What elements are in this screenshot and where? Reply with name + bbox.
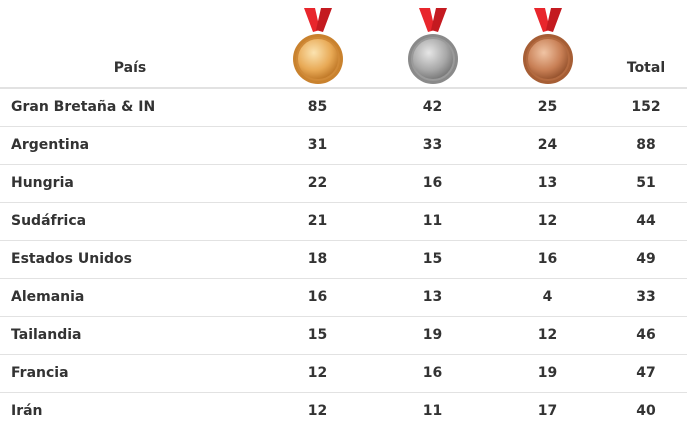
silver-cell: 11 bbox=[422, 403, 443, 420]
total-cell: 152 bbox=[631, 99, 661, 116]
silver-cell: 19 bbox=[422, 327, 443, 343]
total-cell: 47 bbox=[636, 365, 656, 381]
table-row: Alemania 16 13 4 33 bbox=[0, 278, 687, 316]
total-cell: 40 bbox=[636, 403, 656, 420]
country-cell: Gran Bretaña & IN bbox=[11, 99, 156, 116]
silver-cell: 11 bbox=[422, 213, 443, 229]
gold-cell: 15 bbox=[307, 327, 328, 343]
gold-cell: 12 bbox=[307, 403, 328, 420]
bronze-cell: 25 bbox=[537, 99, 558, 116]
gold-cell: 18 bbox=[307, 251, 328, 267]
gold-header bbox=[260, 0, 375, 89]
country-cell: Tailandia bbox=[11, 327, 82, 343]
table-row: Irán 12 11 17 40 bbox=[0, 392, 687, 430]
table-header: País bbox=[0, 0, 687, 89]
total-cell: 51 bbox=[636, 175, 656, 191]
table-row: Argentina 31 33 24 88 bbox=[0, 126, 687, 164]
table-row: Tailandia 15 19 12 46 bbox=[0, 316, 687, 354]
table-body: Gran Bretaña & IN 85 42 25 152 Argentina 31 33 2… bbox=[0, 88, 687, 430]
country-cell: Irán bbox=[11, 403, 43, 420]
silver-cell: 33 bbox=[422, 137, 443, 153]
bronze-header bbox=[490, 0, 605, 89]
country-cell: Francia bbox=[11, 365, 69, 381]
table-row: Francia 12 16 19 47 bbox=[0, 354, 687, 392]
country-cell: Argentina bbox=[11, 137, 90, 153]
table-row: Gran Bretaña & IN 85 42 25 152 bbox=[0, 88, 687, 126]
country-cell: Hungria bbox=[11, 175, 74, 191]
header-row: País bbox=[0, 0, 687, 89]
country-cell: Sudáfrica bbox=[11, 213, 87, 229]
gold-cell: 31 bbox=[307, 137, 328, 153]
total-cell: 46 bbox=[636, 327, 656, 343]
total-header: Total bbox=[605, 0, 687, 89]
silver-cell: 15 bbox=[422, 251, 443, 267]
table-row: Estados Unidos 18 15 16 49 bbox=[0, 240, 687, 278]
silver-cell: 13 bbox=[422, 289, 443, 305]
bronze-cell: 12 bbox=[537, 327, 558, 343]
bronze-cell: 4 bbox=[542, 289, 553, 305]
country-header: País bbox=[0, 0, 260, 89]
bronze-cell: 13 bbox=[537, 175, 558, 191]
table-row: Sudáfrica 21 11 12 44 bbox=[0, 202, 687, 240]
silver-cell: 16 bbox=[422, 175, 443, 191]
gold-cell: 85 bbox=[307, 99, 328, 116]
silver-cell: 42 bbox=[422, 99, 443, 116]
gold-cell: 16 bbox=[307, 289, 328, 305]
gold-cell: 12 bbox=[307, 365, 328, 381]
country-cell: Alemania bbox=[11, 289, 85, 305]
bronze-cell: 19 bbox=[537, 365, 558, 381]
silver-cell: 16 bbox=[422, 365, 443, 381]
gold-cell: 21 bbox=[307, 213, 328, 229]
total-cell: 49 bbox=[636, 251, 656, 267]
total-cell: 33 bbox=[636, 289, 656, 305]
table-row: Hungria 22 16 13 51 bbox=[0, 164, 687, 202]
bronze-cell: 16 bbox=[537, 251, 558, 267]
gold-cell: 22 bbox=[307, 175, 328, 191]
bronze-cell: 12 bbox=[537, 213, 558, 229]
bronze-cell: 24 bbox=[537, 137, 558, 153]
silver-medal-icon bbox=[407, 8, 458, 84]
total-cell: 44 bbox=[636, 213, 656, 229]
country-cell: Estados Unidos bbox=[11, 251, 132, 267]
bronze-medal-icon bbox=[522, 8, 573, 84]
gold-medal-icon bbox=[292, 8, 343, 84]
bronze-cell: 17 bbox=[537, 403, 558, 420]
total-cell: 88 bbox=[636, 137, 656, 153]
silver-header bbox=[375, 0, 490, 89]
